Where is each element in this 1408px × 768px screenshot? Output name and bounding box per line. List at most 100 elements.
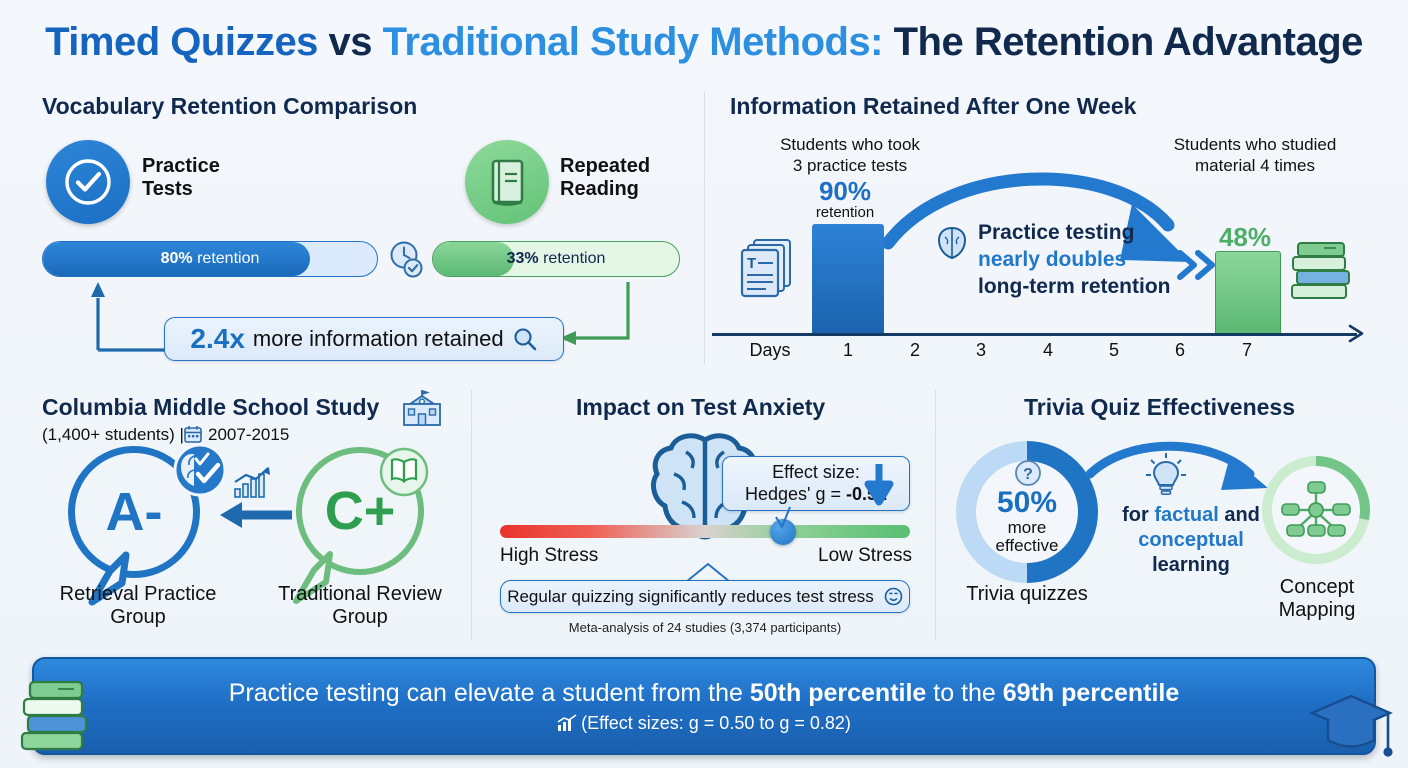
- svg-text:T: T: [747, 255, 756, 272]
- book-icon: [491, 159, 524, 206]
- trivia-donut-text: 50% more effective: [966, 487, 1088, 555]
- divider-bottom-left: [471, 390, 472, 640]
- week-left-percent-sub: retention: [815, 204, 875, 221]
- retention-bar-reading: [432, 241, 680, 277]
- trivia-center-hl1: factual: [1154, 504, 1219, 526]
- down-arrow-icon: [864, 464, 894, 506]
- repeated-reading-label: Repeated Reading: [560, 155, 650, 201]
- group-label-retrieval-l1: Retrieval Practice: [59, 583, 217, 605]
- concept-map-label: Concept Mapping: [1228, 576, 1406, 622]
- panel-columbia-heading: Columbia Middle School Study: [42, 394, 380, 420]
- stress-slider-track[interactable]: [500, 525, 910, 538]
- conclusion-pointer: [685, 562, 731, 583]
- week-left-caption-l2: 3 practice tests: [792, 155, 908, 175]
- week-left-caption: Students who took 3 practice tests: [740, 135, 960, 176]
- school-icon: [400, 388, 444, 428]
- callout-connectors: [91, 282, 630, 352]
- grade-comparison-arrow: [220, 502, 292, 528]
- lightbulb-icon: [1145, 452, 1187, 498]
- effect-size-line1: Effect size:: [772, 462, 860, 482]
- repeated-reading-label-l1: Repeated: [560, 155, 651, 177]
- grade-c-value: C+: [324, 481, 396, 541]
- chart-x-axis: [712, 333, 1357, 336]
- trivia-donut-sub-l2: effective: [995, 535, 1059, 555]
- week-left-caption-l1: Students who took: [780, 135, 920, 154]
- retention-bar-reading-text: 33% retention: [432, 241, 680, 277]
- retention-bar-reading-fill: [433, 242, 515, 276]
- magnifier-icon: [514, 328, 536, 351]
- trivia-donut-label: Trivia quizzes: [966, 583, 1088, 605]
- banner-line2-wrap: (Effect sizes: g = 0.50 to g = 0.82): [557, 713, 851, 734]
- repeated-reading-label-l2: Reading: [560, 177, 639, 200]
- trivia-arrow: [1085, 441, 1268, 490]
- chart-bar-day1: [812, 224, 884, 334]
- week-right-percent-value: 48%: [1218, 222, 1272, 252]
- concept-map-label-l1: Concept: [1279, 576, 1355, 598]
- chart-tick-4: 4: [1042, 340, 1053, 360]
- week-right-caption: Students who studied material 4 times: [1145, 135, 1365, 176]
- panel-anxiety-heading: Impact on Test Anxiety: [576, 394, 826, 420]
- panel-week-heading: Information Retained After One Week: [730, 93, 1137, 119]
- title-part-4: The Retention Advantage: [883, 20, 1364, 64]
- chart-tick-2: 2: [909, 340, 920, 360]
- check-circle-icon: [65, 159, 111, 205]
- banner-line1-mid: to the: [926, 678, 1003, 707]
- chart-axis-label: Days: [749, 340, 791, 360]
- practice-tests-label-l1: Practice: [142, 155, 220, 177]
- trivia-center-hl2: conceptual: [1138, 529, 1244, 552]
- growth-chart-icon: [232, 466, 272, 500]
- summary-banner: Practice testing can elevate a student f…: [32, 657, 1376, 755]
- week-center-l3: long-term retention: [978, 274, 1171, 298]
- banner-line1-b1: 50th percentile: [749, 678, 927, 707]
- clock-check-icon: [388, 240, 424, 280]
- practice-tests-label-l2: Tests: [142, 177, 193, 200]
- retention-multiplier-callout: 2.4x more information retained: [164, 317, 564, 361]
- group-label-traditional-l2: Group: [332, 606, 388, 629]
- practice-tests-circle: [46, 140, 130, 224]
- panel-vocab-heading: Vocabulary Retention Comparison: [42, 93, 418, 119]
- retention-bar-practice-value: 80%: [160, 250, 193, 267]
- group-label-retrieval-l2: Group: [110, 606, 166, 629]
- speech-tail-green: [293, 551, 333, 604]
- bar-chart-icon: [557, 713, 577, 731]
- brain-small-icon: [935, 225, 969, 261]
- trivia-center-line1: for factual and: [1096, 503, 1286, 528]
- columbia-subtitle-students: (1,400+ students) |: [42, 425, 184, 444]
- chart-tick-6: 6: [1174, 340, 1185, 360]
- chart-tick-5: 5: [1108, 340, 1119, 360]
- week-right-caption-l1: Students who studied: [1173, 135, 1337, 154]
- banner-books-icon: [14, 678, 102, 754]
- retention-bar-reading-value: 33%: [506, 250, 539, 267]
- title-part-2: vs: [317, 20, 383, 64]
- chart-bar-day7: [1215, 251, 1281, 334]
- tooltip-pointer: [775, 506, 791, 530]
- week-right-caption-l2: material 4 times: [1195, 155, 1315, 175]
- week-center-l2: nearly doubles: [978, 247, 1127, 271]
- trivia-center-text: for factual and conceptual learning: [1096, 503, 1286, 579]
- title-part-3: Traditional Study Methods:: [382, 20, 884, 64]
- divider-top-vertical: [704, 92, 705, 364]
- axis-arrowhead-icon: [1348, 324, 1364, 343]
- retention-bar-practice-text: 80% retention: [42, 241, 378, 277]
- concept-map-icon: [1278, 472, 1354, 548]
- double-chevron-icon: [1177, 250, 1215, 280]
- question-badge-icon: ?: [1013, 458, 1043, 488]
- group-label-traditional: Traditional Review Group: [232, 583, 488, 629]
- grade-bubble-c: C+: [296, 447, 424, 575]
- retention-bar-reading-unit: retention: [538, 250, 606, 267]
- week-center-l1: Practice testing: [978, 221, 1135, 244]
- retention-bar-practice: [42, 241, 378, 277]
- calendar-icon: [184, 425, 202, 443]
- week-center-text: Practice testing nearly doubles long-ter…: [978, 220, 1171, 301]
- anxiety-conclusion-box: Regular quizzing significantly reduces t…: [500, 580, 910, 613]
- speech-tail-blue: [88, 551, 130, 606]
- chart-tick-3: 3: [975, 340, 986, 360]
- smiley-icon: [884, 587, 903, 606]
- week-left-percent: 90% retention: [795, 176, 895, 221]
- retention-multiplier-text: more information retained: [252, 326, 504, 351]
- practice-tests-label: Practice Tests: [142, 155, 220, 201]
- graduation-cap-icon: [1308, 692, 1394, 758]
- grade-a-value: A-: [105, 482, 163, 542]
- retention-multiplier-value: 2.4x: [190, 323, 245, 354]
